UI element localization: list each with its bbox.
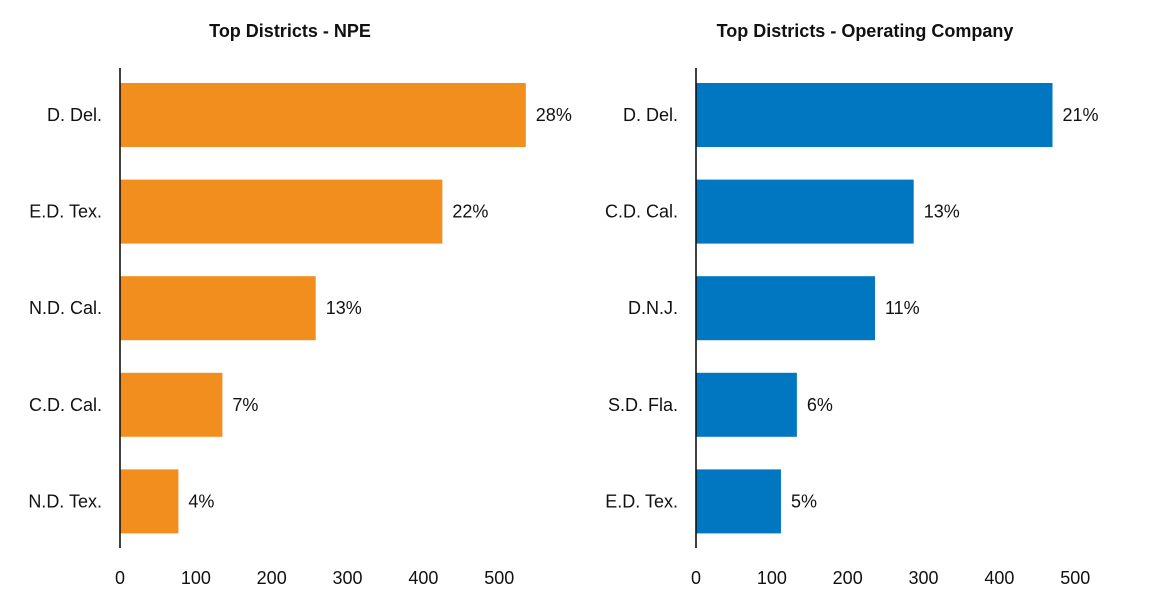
x-tick-label: 300 — [909, 568, 939, 588]
data-label: 6% — [807, 395, 833, 415]
x-tick-label: 200 — [833, 568, 863, 588]
category-label: E.D. Tex. — [29, 202, 102, 222]
x-tick-label: 200 — [257, 568, 287, 588]
bar — [696, 276, 875, 340]
bar — [120, 469, 178, 533]
bar — [120, 180, 442, 244]
data-label: 7% — [232, 395, 258, 415]
category-label: C.D. Cal. — [605, 202, 678, 222]
bar — [696, 469, 781, 533]
data-label: 13% — [924, 202, 960, 222]
category-label: E.D. Tex. — [605, 491, 678, 511]
x-tick-label: 400 — [984, 568, 1014, 588]
data-label: 28% — [536, 105, 572, 125]
data-label: 22% — [452, 202, 488, 222]
data-label: 4% — [188, 491, 214, 511]
chart-title: Top Districts - NPE — [209, 21, 371, 41]
bar — [120, 83, 526, 147]
bar — [696, 83, 1052, 147]
chart-title: Top Districts - Operating Company — [717, 21, 1014, 41]
bar — [696, 373, 797, 437]
x-tick-label: 300 — [333, 568, 363, 588]
bar — [120, 276, 316, 340]
bar — [696, 180, 914, 244]
category-label: D. Del. — [47, 105, 102, 125]
chart-panel-2: Top Districts - Operating Company D. Del.… — [605, 21, 1099, 588]
data-label: 21% — [1062, 105, 1098, 125]
x-tick-label: 400 — [408, 568, 438, 588]
category-label: D. Del. — [623, 105, 678, 125]
category-label: N.D. Tex. — [28, 491, 102, 511]
x-tick-label: 100 — [181, 568, 211, 588]
category-label: D.N.J. — [628, 298, 678, 318]
category-label: N.D. Cal. — [29, 298, 102, 318]
category-label: S.D. Fla. — [608, 395, 678, 415]
x-tick-label: 0 — [691, 568, 701, 588]
x-tick-label: 500 — [1060, 568, 1090, 588]
figure: Top Districts - NPE D. Del. 28% E.D. Tex. 22… — [0, 0, 1154, 600]
data-label: 5% — [791, 491, 817, 511]
data-label: 13% — [326, 298, 362, 318]
x-tick-label: 0 — [115, 568, 125, 588]
charts-svg: Top Districts - NPE D. Del. 28% E.D. Tex. 22… — [0, 0, 1154, 600]
bar — [120, 373, 222, 437]
x-tick-label: 100 — [757, 568, 787, 588]
data-label: 11% — [885, 298, 920, 318]
chart-panel-1: Top Districts - NPE D. Del. 28% E.D. Tex. 22… — [28, 21, 572, 588]
category-label: C.D. Cal. — [29, 395, 102, 415]
x-tick-label: 500 — [484, 568, 514, 588]
